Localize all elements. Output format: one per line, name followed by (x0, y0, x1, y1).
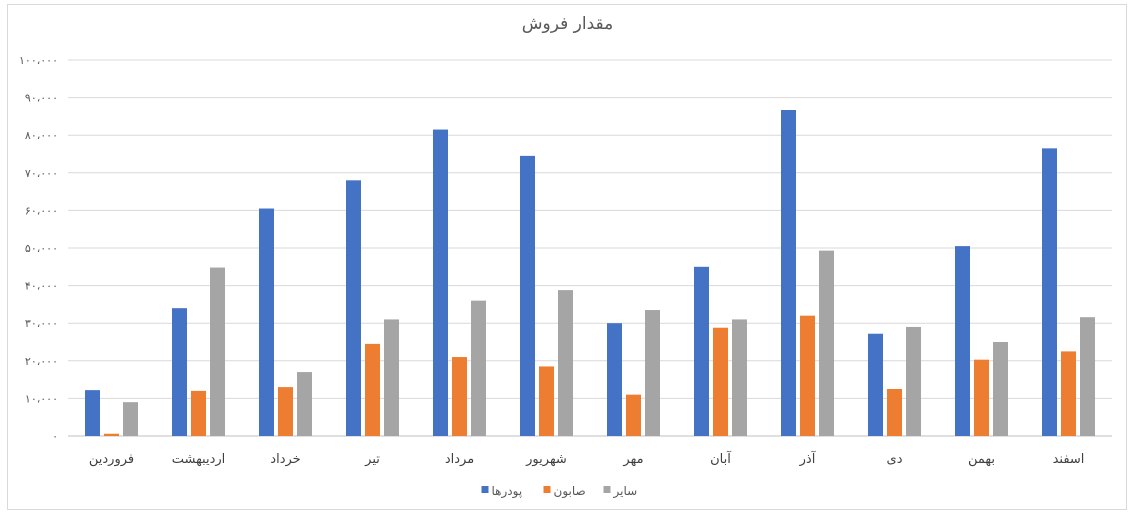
chart-title: مقدار فروش (521, 14, 614, 34)
bar (974, 359, 989, 436)
x-tick-label: آبان (710, 450, 732, 467)
bar (558, 290, 573, 436)
legend-swatch (481, 486, 489, 493)
legend-label: پودرها (492, 484, 523, 499)
x-tick-label: شهریور (525, 452, 567, 467)
bar (104, 433, 119, 436)
legend-label: صابون (554, 484, 586, 499)
y-tick-label: ۶۰،۰۰۰ (25, 204, 58, 217)
bar (123, 402, 138, 436)
bar (607, 323, 622, 436)
bar (1080, 317, 1095, 436)
bar (365, 343, 380, 436)
x-tick-label: مهر (622, 452, 643, 467)
y-tick-label: ۴۰،۰۰۰ (25, 280, 58, 293)
bar (297, 372, 312, 436)
bar (781, 110, 796, 437)
bar (906, 326, 921, 436)
x-tick-label: مرداد (445, 452, 474, 467)
bar (955, 246, 970, 436)
y-tick-label: ۱۰،۰۰۰ (25, 392, 58, 405)
bar (1042, 148, 1057, 437)
bar (172, 308, 187, 436)
bar (85, 390, 100, 436)
x-tick-label: آذر (799, 450, 817, 467)
y-tick-label: ۲۰،۰۰۰ (25, 355, 58, 368)
x-tick-label: اسفند (1053, 452, 1085, 467)
bar (694, 266, 709, 436)
bar (452, 357, 467, 436)
y-tick-label: ۰ (52, 430, 58, 443)
bar (384, 319, 399, 436)
y-tick-label: ۵۰،۰۰۰ (25, 242, 58, 255)
x-tick-label: تیر (364, 452, 380, 467)
y-tick-label: ۷۰،۰۰۰ (25, 167, 58, 180)
legend-swatch (603, 486, 611, 493)
bar (993, 342, 1008, 436)
bar (539, 366, 554, 436)
bar (732, 319, 747, 436)
x-tick-label: فروردین (89, 452, 134, 467)
bar (713, 327, 728, 436)
y-tick-label: ۸۰،۰۰۰ (25, 129, 58, 142)
bar (887, 389, 902, 436)
x-tick-label: خرداد (270, 452, 300, 467)
x-tick-label: بهمن (968, 452, 995, 467)
x-tick-label: اردیبهشت (172, 452, 226, 467)
bar (800, 315, 815, 436)
bar (278, 387, 293, 436)
bar (645, 310, 660, 436)
legend-swatch (543, 486, 551, 493)
bar (520, 155, 535, 436)
y-tick-label: ۱۰۰،۰۰۰ (19, 54, 58, 67)
bar (626, 394, 641, 436)
bar (471, 300, 486, 436)
bar (210, 267, 225, 436)
bar (259, 208, 274, 436)
bar (1061, 351, 1076, 436)
bar (433, 129, 448, 436)
x-tick-label: دی (887, 452, 903, 467)
bar (819, 250, 834, 436)
bar (346, 180, 361, 436)
legend-label: سایر (613, 484, 638, 499)
y-tick-label: ۳۰،۰۰۰ (25, 317, 58, 330)
bar (191, 390, 206, 436)
y-tick-label: ۹۰،۰۰۰ (25, 92, 58, 105)
bar (868, 333, 883, 436)
